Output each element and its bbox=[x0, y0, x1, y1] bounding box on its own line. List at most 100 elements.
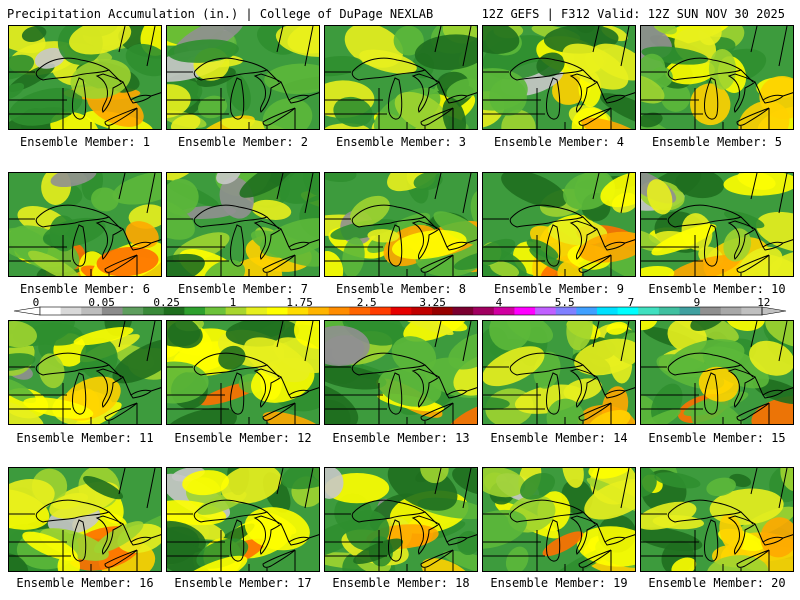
legend-tick-label: 7 bbox=[627, 296, 635, 309]
boundaries bbox=[483, 173, 635, 276]
precip-map bbox=[641, 173, 793, 276]
ensemble-panel bbox=[166, 320, 320, 425]
ensemble-panel bbox=[324, 320, 478, 425]
ensemble-panel bbox=[482, 25, 636, 130]
ensemble-panel bbox=[482, 172, 636, 277]
ensemble-member-label: Ensemble Member: 9 bbox=[493, 282, 625, 296]
boundaries bbox=[325, 468, 477, 571]
legend-tick-label: 4 bbox=[495, 296, 503, 309]
legend-swatch bbox=[679, 307, 701, 315]
precip-map bbox=[167, 468, 319, 571]
ensemble-member-label: Ensemble Member: 5 bbox=[651, 135, 783, 149]
legend-swatch bbox=[40, 307, 62, 315]
ensemble-panel bbox=[482, 467, 636, 572]
ensemble-panel bbox=[324, 25, 478, 130]
boundaries bbox=[483, 321, 635, 424]
precip-map bbox=[641, 468, 793, 571]
ensemble-member-label: Ensemble Member: 4 bbox=[493, 135, 625, 149]
precip-map bbox=[325, 321, 477, 424]
legend-swatch bbox=[514, 307, 536, 315]
legend-swatch bbox=[638, 307, 660, 315]
boundaries bbox=[167, 321, 319, 424]
ensemble-member-label: Ensemble Member: 3 bbox=[335, 135, 467, 149]
boundaries bbox=[9, 26, 161, 129]
legend-swatch bbox=[658, 307, 680, 315]
boundaries bbox=[167, 468, 319, 571]
precip-map bbox=[483, 321, 635, 424]
legend-swatch bbox=[390, 307, 412, 315]
ensemble-panel bbox=[8, 467, 162, 572]
ensemble-member-label: Ensemble Member: 20 bbox=[648, 576, 786, 590]
ensemble-member-label: Ensemble Member: 15 bbox=[648, 431, 786, 445]
ensemble-member-label: Ensemble Member: 16 bbox=[16, 576, 154, 590]
legend-swatch bbox=[535, 307, 557, 315]
legend-swatch bbox=[308, 307, 330, 315]
legend-swatch bbox=[720, 307, 742, 315]
precip-map bbox=[483, 468, 635, 571]
legend-swatch bbox=[431, 307, 453, 315]
legend-swatch bbox=[328, 307, 350, 315]
ensemble-member-label: Ensemble Member: 13 bbox=[332, 431, 470, 445]
ensemble-member-label: Ensemble Member: 7 bbox=[177, 282, 309, 296]
ensemble-panel bbox=[166, 172, 320, 277]
precip-map bbox=[167, 321, 319, 424]
ensemble-member-label: Ensemble Member: 8 bbox=[335, 282, 467, 296]
ensemble-panel bbox=[8, 320, 162, 425]
legend-swatch bbox=[349, 307, 371, 315]
legend-swatch bbox=[143, 307, 165, 315]
ensemble-panel bbox=[166, 25, 320, 130]
ensemble-panel bbox=[482, 320, 636, 425]
ensemble-member-label: Ensemble Member: 18 bbox=[332, 576, 470, 590]
boundaries bbox=[483, 26, 635, 129]
legend-tick-label: 0.05 bbox=[88, 296, 115, 309]
legend-swatch bbox=[205, 307, 227, 315]
boundaries bbox=[9, 321, 161, 424]
boundaries bbox=[325, 26, 477, 129]
legend-swatch bbox=[411, 307, 433, 315]
boundaries bbox=[9, 173, 161, 276]
ensemble-panel bbox=[640, 25, 794, 130]
ensemble-member-label: Ensemble Member: 17 bbox=[174, 576, 312, 590]
legend-swatch bbox=[473, 307, 495, 315]
legend-swatch bbox=[101, 307, 123, 315]
legend-swatch bbox=[81, 307, 103, 315]
ensemble-panel bbox=[8, 25, 162, 130]
legend-swatch bbox=[287, 307, 309, 315]
boundaries bbox=[325, 321, 477, 424]
ensemble-member-label: Ensemble Member: 2 bbox=[177, 135, 309, 149]
precip-map bbox=[9, 26, 161, 129]
precip-map bbox=[325, 468, 477, 571]
legend-swatch bbox=[596, 307, 618, 315]
boundaries bbox=[641, 321, 793, 424]
precip-map bbox=[167, 26, 319, 129]
legend-swatch bbox=[184, 307, 206, 315]
ensemble-panel bbox=[640, 172, 794, 277]
boundaries bbox=[167, 26, 319, 129]
precip-map bbox=[325, 173, 477, 276]
ensemble-member-label: Ensemble Member: 11 bbox=[16, 431, 154, 445]
precip-map bbox=[641, 321, 793, 424]
boundaries bbox=[9, 468, 161, 571]
precip-map bbox=[325, 26, 477, 129]
legend-tick-label: 9 bbox=[693, 296, 701, 309]
legend-swatch bbox=[163, 307, 185, 315]
legend-swatch bbox=[555, 307, 577, 315]
boundaries bbox=[641, 26, 793, 129]
ensemble-member-label: Ensemble Member: 10 bbox=[648, 282, 786, 296]
ensemble-member-label: Ensemble Member: 14 bbox=[490, 431, 628, 445]
legend-tick-label: 1.75 bbox=[286, 296, 313, 309]
legend-swatch bbox=[452, 307, 474, 315]
ensemble-panel bbox=[166, 467, 320, 572]
legend-swatch bbox=[370, 307, 392, 315]
ensemble-member-label: Ensemble Member: 19 bbox=[490, 576, 628, 590]
legend-swatch bbox=[246, 307, 268, 315]
legend-swatch bbox=[60, 307, 82, 315]
legend-swatch bbox=[266, 307, 288, 315]
legend-tick-label: 5.5 bbox=[554, 296, 575, 309]
legend-tick-label: 0 bbox=[32, 296, 40, 309]
boundaries bbox=[641, 468, 793, 571]
precip-map bbox=[483, 173, 635, 276]
color-legend bbox=[13, 306, 787, 316]
map-title: Precipitation Accumulation (in.) | Colle… bbox=[7, 7, 434, 21]
precip-map bbox=[9, 173, 161, 276]
